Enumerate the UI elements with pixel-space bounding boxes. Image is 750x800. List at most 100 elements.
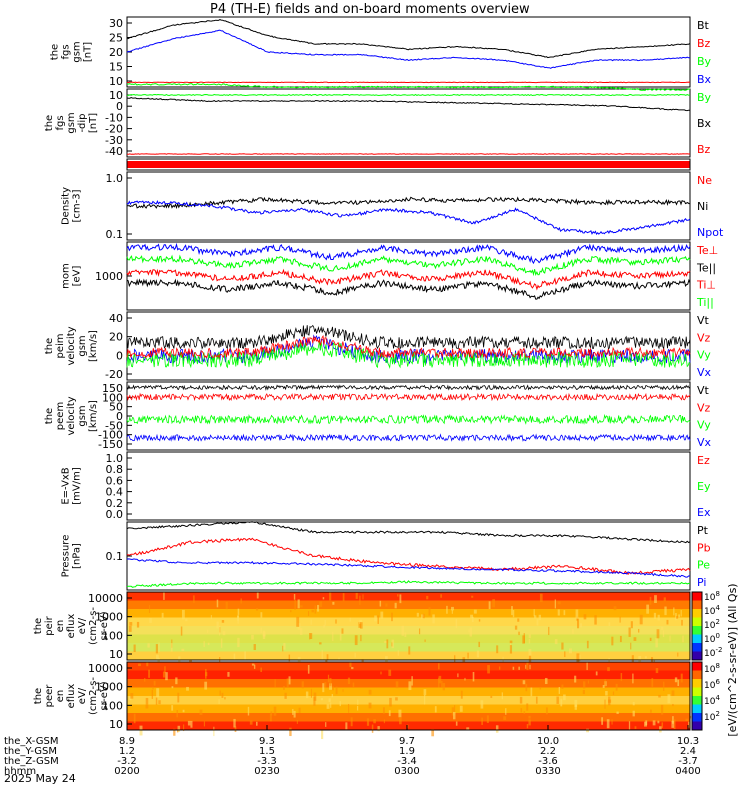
x-tick-label: 8.9 (119, 736, 135, 747)
heatmap-cell (611, 636, 614, 646)
heatmap-cell (357, 699, 359, 705)
heatmap-cell (359, 622, 363, 629)
heatmap-cell (227, 671, 230, 677)
y-tick-label: -10 (105, 111, 123, 124)
heatmap-cell (455, 619, 458, 629)
y-axis-label-line: [km/s] (88, 400, 99, 432)
y-tick-label: 1000 (95, 681, 123, 694)
x-axis-row-label: the_X-GSM (4, 736, 58, 747)
heatmap-cell (332, 686, 334, 691)
heatmap-cell (539, 687, 542, 690)
heatmap-cell (478, 641, 481, 648)
heatmap-cell (664, 606, 667, 616)
y-tick-label: 0.2 (106, 497, 124, 510)
heatmap-cell (138, 663, 141, 667)
heatmap-cell (495, 725, 499, 733)
heatmap-cell (655, 668, 659, 674)
heatmap-cell (251, 634, 254, 640)
heatmap-cell (299, 628, 303, 635)
heatmap-cell (459, 705, 463, 712)
heatmap-cell (255, 607, 259, 611)
x-tick-label: 9.3 (259, 736, 275, 747)
heatmap-cell (639, 614, 643, 625)
heatmap-cell (663, 597, 666, 602)
heatmap-cell (185, 618, 188, 622)
legend-label: Bz (697, 37, 711, 50)
heatmap-cell (512, 609, 515, 618)
heatmap-cell (199, 709, 203, 715)
heatmap-cell (671, 720, 675, 728)
heatmap-cell (424, 695, 426, 705)
heatmap-cell (404, 632, 407, 637)
heatmap-band (127, 634, 690, 644)
heatmap-cell (520, 708, 523, 713)
heatmap-cell (488, 601, 491, 610)
panel-efield_bar (126, 158, 691, 171)
heatmap-cell (501, 692, 503, 700)
heatmap-cell (529, 664, 531, 670)
heatmap-cell (354, 652, 356, 658)
heatmap-cell (601, 717, 604, 725)
y-axis-label-line: sr-eV) (99, 611, 110, 640)
y-axis-label-line: [km/s] (88, 330, 99, 362)
y-tick-label: 10 (109, 648, 123, 661)
legend-label: Vy (697, 349, 711, 362)
heatmap-cell (604, 679, 606, 687)
heatmap-cell (561, 642, 564, 650)
heatmap-cell (335, 619, 337, 624)
heatmap-cell (434, 706, 437, 713)
heatmap-cell (533, 609, 535, 617)
heatmap-cell (274, 679, 276, 688)
colorbar-segment (692, 643, 702, 652)
heatmap-band (127, 617, 690, 627)
heatmap-cell (244, 651, 246, 660)
heatmap-cell (347, 703, 350, 713)
heatmap-cell (183, 724, 185, 732)
heatmap-cell (518, 666, 520, 670)
heatmap-cell (511, 606, 513, 616)
panel-peir: 10000 1000 100 10 the peir en eflux eV/(cm2-s-sr… (33, 591, 691, 669)
heatmap-cell (431, 729, 435, 737)
heatmap-cell (678, 614, 681, 618)
heatmap-cell (221, 692, 224, 698)
heatmap-cell (576, 653, 580, 663)
legend-label: Bz (697, 143, 711, 156)
x-axis: the_X-GSM 8.9 9.3 9.7 10.0 10.3 the_Y-GSM 1.2 1.… (4, 725, 701, 777)
heatmap-cell (471, 595, 474, 598)
heatmap-cell (319, 642, 322, 645)
colorbar-tick-label: 108 (704, 662, 720, 675)
heatmap-cell (213, 726, 215, 737)
heatmap-cell (251, 663, 255, 666)
legend-label: Vz (697, 401, 711, 414)
heatmap-cell (204, 681, 208, 690)
heatmap-cell (283, 686, 285, 690)
heatmap-cell (611, 719, 613, 725)
heatmap-cell (608, 699, 612, 703)
heatmap-cell (296, 720, 298, 724)
x-axis-row-label: the_Z-GSM (4, 756, 59, 767)
heatmap-cell (182, 709, 185, 713)
x-tick-label: 1.2 (119, 746, 135, 757)
heatmap-cell (362, 594, 364, 600)
series-line-bx (126, 96, 691, 112)
heatmap-cell (476, 650, 480, 658)
heatmap-cell (676, 616, 679, 619)
heatmap-cell (470, 614, 473, 619)
heatmap-cell (595, 671, 598, 676)
heatmap-cell (359, 619, 362, 624)
heatmap-cell (249, 720, 253, 725)
x-tick-label: 0200 (114, 766, 139, 777)
heatmap-cell (284, 692, 287, 699)
heatmap-band (127, 713, 690, 722)
heatmap-cell (632, 710, 635, 717)
colorbar-segment (692, 626, 702, 635)
x-tick-label: -3.7 (678, 756, 698, 767)
heatmap-cell (658, 694, 661, 698)
heatmap-cell (446, 605, 448, 614)
heatmap-cell (677, 679, 680, 687)
heatmap-cell (535, 696, 538, 704)
heatmap-cell (397, 594, 399, 597)
heatmap-cell (564, 651, 566, 658)
y-axis-label: the peir en eflux eV/(cm2-s-sr-eV) (33, 607, 110, 645)
heatmap-cell (153, 680, 156, 686)
